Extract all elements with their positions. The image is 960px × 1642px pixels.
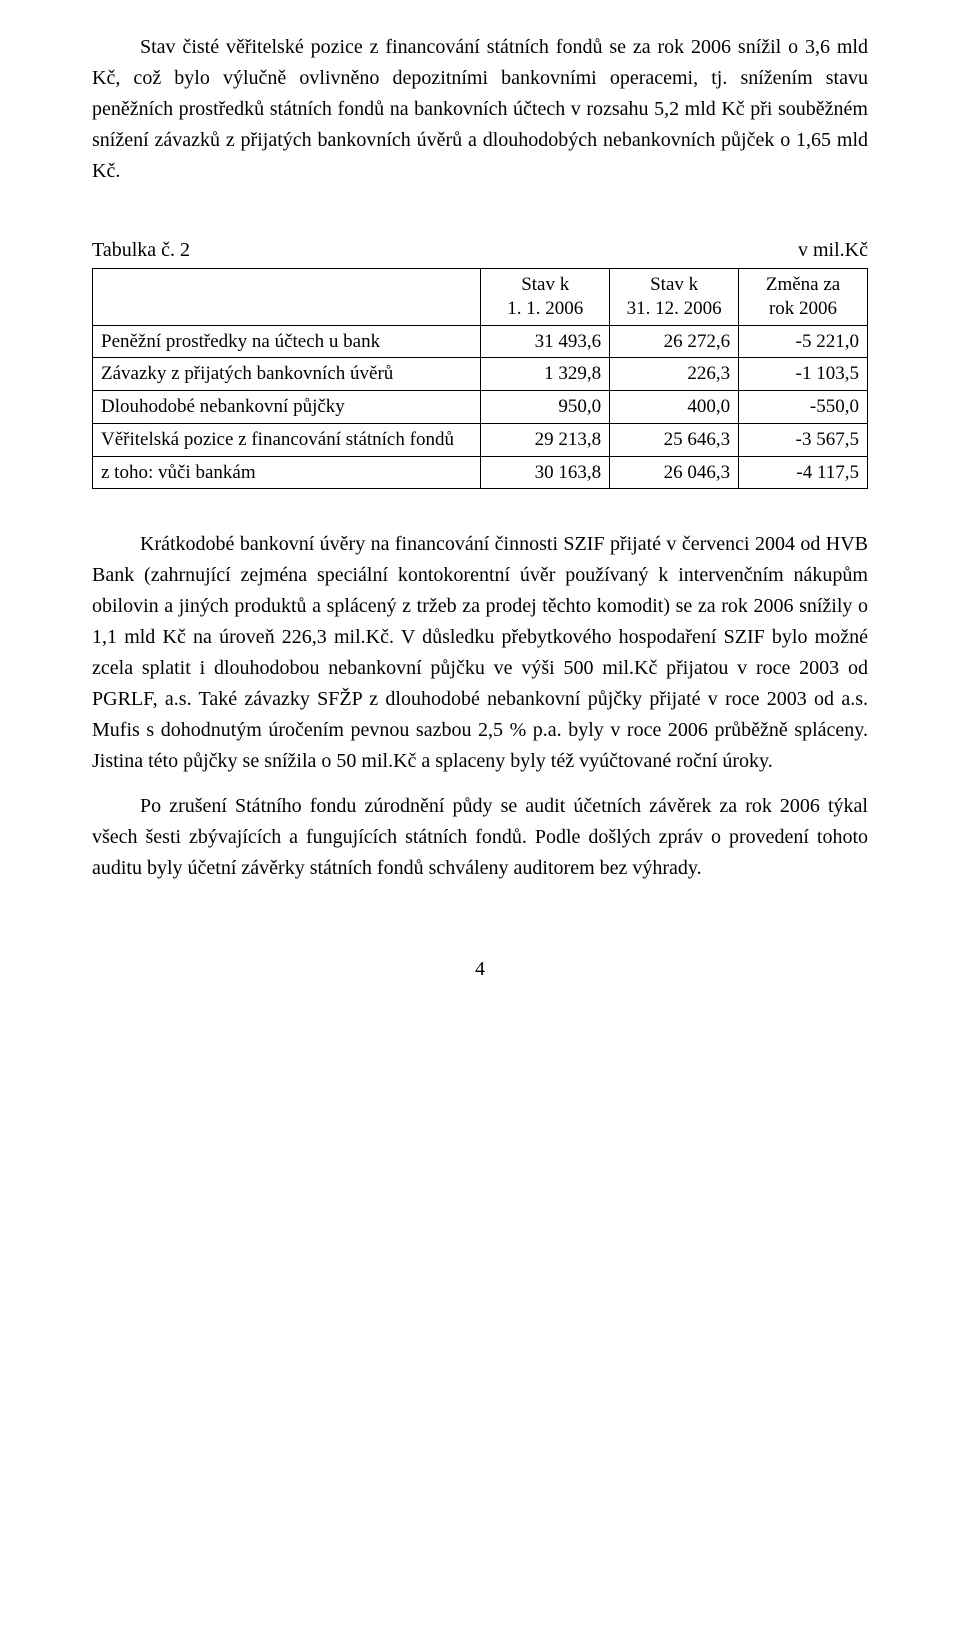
row-c2: 26 046,3 (610, 456, 739, 489)
row-c1: 31 493,6 (481, 325, 610, 358)
paragraph-2: Krátkodobé bankovní úvěry na financování… (92, 529, 868, 777)
header-col1-line1: Stav k (521, 274, 569, 295)
paragraph-3: Po zrušení Státního fondu zúrodnění půdy… (92, 791, 868, 884)
table-2: Stav k 1. 1. 2006 Stav k 31. 12. 2006 Zm… (92, 268, 868, 489)
row-c2: 25 646,3 (610, 423, 739, 456)
row-c2: 26 272,6 (610, 325, 739, 358)
row-c3: -1 103,5 (739, 358, 868, 391)
header-col1-line2: 1. 1. 2006 (507, 298, 583, 319)
header-col2-line1: Stav k (650, 274, 698, 295)
row-c3: -4 117,5 (739, 456, 868, 489)
table-row: Závazky z přijatých bankovních úvěrů 1 3… (93, 358, 868, 391)
page-number: 4 (92, 954, 868, 985)
table-row: Dlouhodobé nebankovní půjčky 950,0 400,0… (93, 391, 868, 424)
row-c3: -3 567,5 (739, 423, 868, 456)
row-c1: 1 329,8 (481, 358, 610, 391)
row-c3: -5 221,0 (739, 325, 868, 358)
table-header-blank (93, 269, 481, 326)
row-label: Dlouhodobé nebankovní půjčky (93, 391, 481, 424)
table-row: Peněžní prostředky na účtech u bank 31 4… (93, 325, 868, 358)
table-caption-right: v mil.Kč (798, 235, 868, 266)
table-caption-left: Tabulka č. 2 (92, 235, 190, 266)
row-c3: -550,0 (739, 391, 868, 424)
header-col2-line2: 31. 12. 2006 (627, 298, 722, 319)
row-c2: 400,0 (610, 391, 739, 424)
row-c2: 226,3 (610, 358, 739, 391)
row-label: Věřitelská pozice z financování státních… (93, 423, 481, 456)
row-c1: 29 213,8 (481, 423, 610, 456)
header-col3-line1: Změna za (766, 274, 840, 295)
table-header-row: Stav k 1. 1. 2006 Stav k 31. 12. 2006 Zm… (93, 269, 868, 326)
table-header-col1: Stav k 1. 1. 2006 (481, 269, 610, 326)
header-col3-line2: rok 2006 (769, 298, 837, 319)
table-row: Věřitelská pozice z financování státních… (93, 423, 868, 456)
table-header-col2: Stav k 31. 12. 2006 (610, 269, 739, 326)
paragraph-1: Stav čisté věřitelské pozice z financová… (92, 32, 868, 187)
row-c1: 30 163,8 (481, 456, 610, 489)
row-label: Závazky z přijatých bankovních úvěrů (93, 358, 481, 391)
table-header-col3: Změna za rok 2006 (739, 269, 868, 326)
row-label: Peněžní prostředky na účtech u bank (93, 325, 481, 358)
row-c1: 950,0 (481, 391, 610, 424)
table-2-wrapper: Tabulka č. 2 v mil.Kč Stav k 1. 1. 2006 … (92, 235, 868, 489)
table-row: z toho: vůči bankám 30 163,8 26 046,3 -4… (93, 456, 868, 489)
row-label: z toho: vůči bankám (93, 456, 481, 489)
